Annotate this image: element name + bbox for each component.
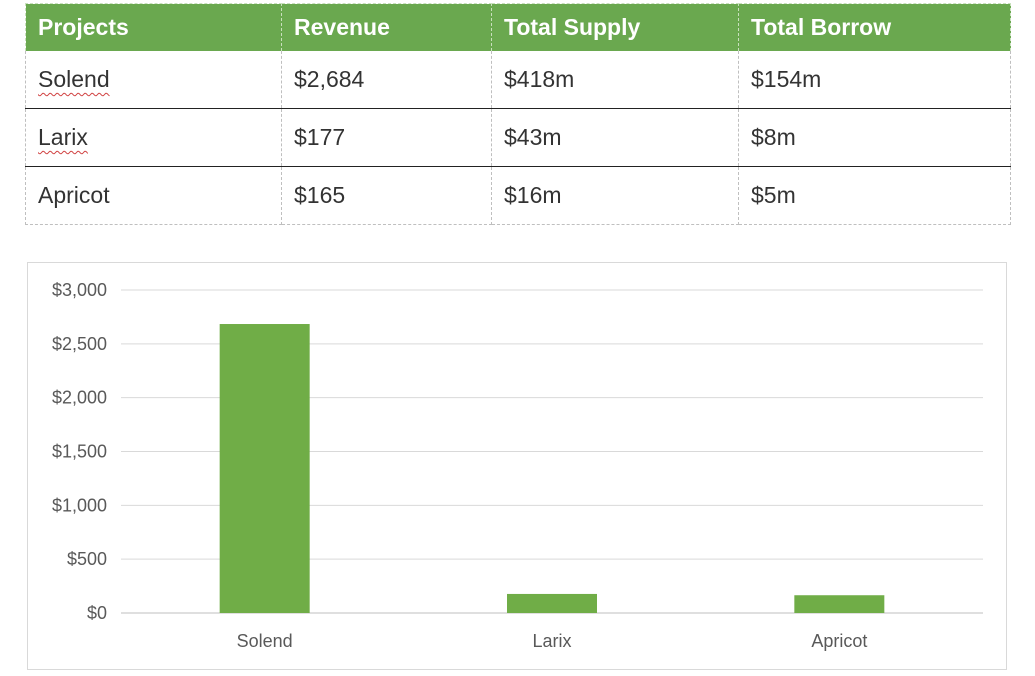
cell-total-borrow: $154m — [738, 51, 1011, 109]
cell-project: Apricot — [25, 166, 282, 225]
cell-project: Solend — [25, 51, 282, 109]
bar-larix — [507, 593, 597, 613]
y-tick-label: $1,000 — [52, 495, 107, 515]
y-tick-label: $0 — [87, 603, 107, 623]
y-tick-label: $500 — [67, 549, 107, 569]
table-header-row: Projects Revenue Total Supply Total Borr… — [25, 3, 1011, 51]
table-row: Larix $177 $43m $8m — [25, 108, 1011, 167]
bar-apricot — [794, 595, 885, 613]
x-category-label: Solend — [237, 631, 293, 651]
cell-revenue: $177 — [281, 108, 492, 167]
project-name: Larix — [38, 124, 88, 150]
chart-canvas: $0 $500 $1,000 $1,500 $2,000 $2,500 $3,000 Sole… — [28, 263, 1006, 668]
y-tick-label: $1,500 — [52, 442, 107, 462]
bar-solend — [219, 324, 310, 613]
x-category-label: Apricot — [811, 631, 867, 651]
cell-revenue: $165 — [281, 166, 492, 225]
chart-svg: $0 $500 $1,000 $1,500 $2,000 $2,500 $3,000 Sole… — [52, 280, 983, 651]
header-projects: Projects — [25, 3, 282, 51]
cell-total-supply: $16m — [491, 166, 739, 225]
header-total-supply: Total Supply — [491, 3, 739, 51]
table-row: Apricot $165 $16m $5m — [25, 166, 1011, 225]
cell-total-borrow: $8m — [738, 108, 1011, 167]
y-tick-label: $2,500 — [52, 334, 107, 354]
y-tick-label: $2,000 — [52, 388, 107, 408]
cell-total-borrow: $5m — [738, 166, 1011, 225]
projects-table: Projects Revenue Total Supply Total Borr… — [25, 3, 1011, 225]
cell-project: Larix — [25, 108, 282, 167]
cell-total-supply: $43m — [491, 108, 739, 167]
y-tick-label: $3,000 — [52, 280, 107, 300]
cell-total-supply: $418m — [491, 51, 739, 109]
header-total-borrow: Total Borrow — [738, 3, 1011, 51]
x-category-label: Larix — [532, 631, 571, 651]
cell-revenue: $2,684 — [281, 51, 492, 109]
project-name: Solend — [38, 66, 110, 92]
revenue-chart: $0 $500 $1,000 $1,500 $2,000 $2,500 $3,000 Sole… — [27, 262, 1007, 670]
project-name: Apricot — [38, 182, 110, 208]
table-row: Solend $2,684 $418m $154m — [25, 51, 1011, 109]
header-revenue: Revenue — [281, 3, 492, 51]
